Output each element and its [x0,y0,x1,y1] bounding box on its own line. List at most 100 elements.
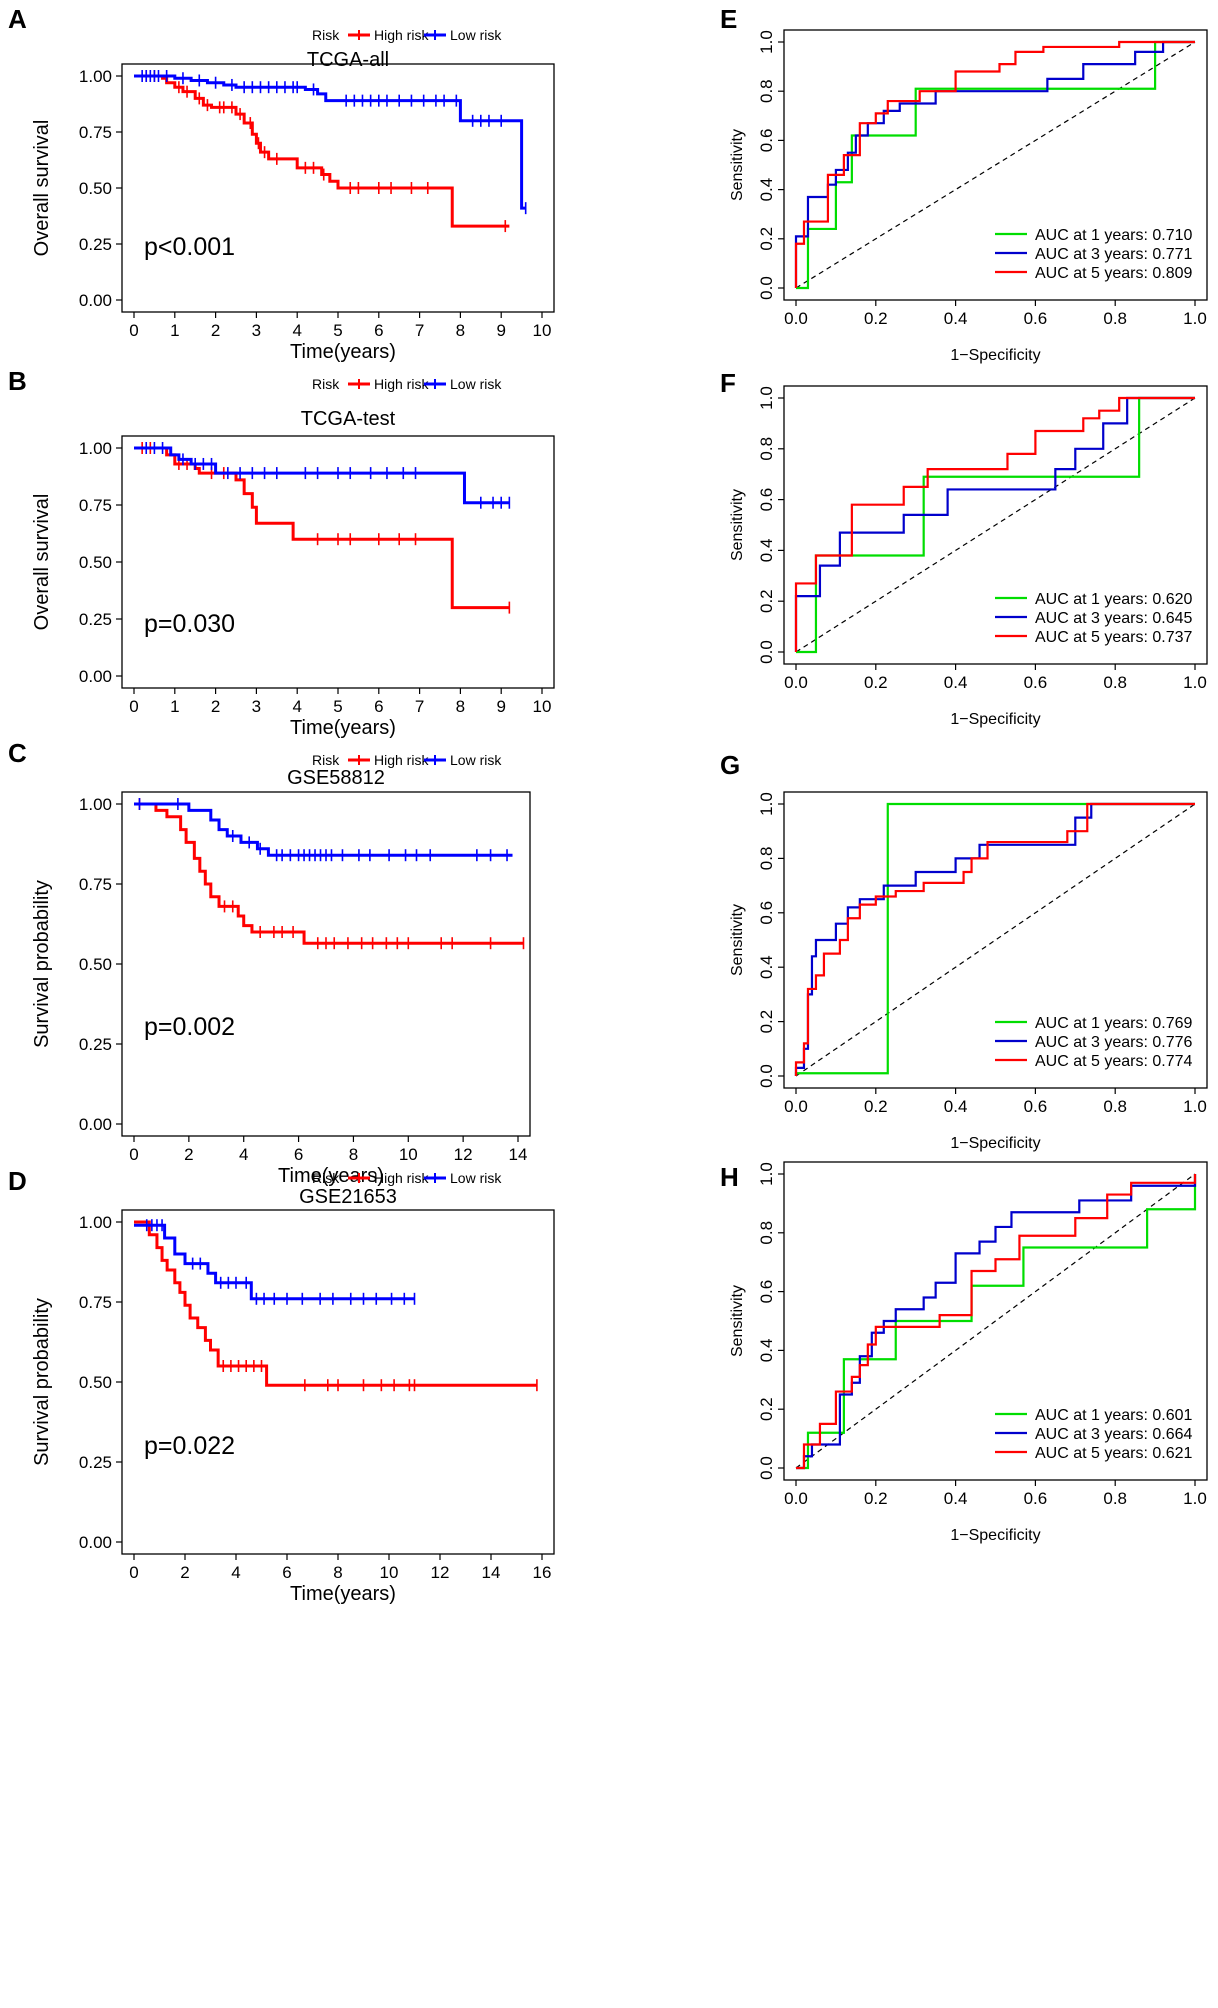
y-tick-label: 0.4 [757,1339,776,1363]
y-tick-label: 0.25 [79,610,112,629]
y-tick-label: 1.00 [79,67,112,86]
y-tick-label: 0.75 [79,496,112,515]
y-tick-label: 0.2 [757,1397,776,1421]
y-tick-label: 0.50 [79,1373,112,1392]
x-tick-label: 1 [170,697,179,716]
km-chart-B: B Risk High risk Low risk TCGA-test 0.00 0.25 0… [8,366,555,739]
survival-curve-high [134,802,524,945]
p-value: p=0.030 [144,610,235,638]
plot-title: TCGA-test [301,408,396,430]
y-tick-label: 0.50 [79,955,112,974]
legend-label: AUC at 3 years: 0.645 [1035,610,1193,627]
y-tick-label: 0.4 [757,955,776,979]
legend: Risk High risk Low risk [312,27,502,43]
legend: Risk High risk Low risk [312,1170,502,1186]
y-tick-label: 0.50 [79,553,112,572]
x-tick-label: 0.2 [864,309,888,328]
y-tick-label: 0.00 [79,667,112,686]
y-tick-label: 0.6 [757,1280,776,1304]
legend-label: AUC at 3 years: 0.771 [1035,246,1193,263]
legend: AUC at 1 years: 0.769 AUC at 3 years: 0.7… [995,1015,1193,1070]
survival-curve-low [134,74,526,210]
panel-D: D Risk High risk Low risk GSE21653 0.00 0.25 0.… [0,1150,600,2008]
x-tick-label: 4 [239,1145,248,1164]
y-tick-label: 0.4 [757,178,776,202]
x-tick-label: 0.8 [1103,673,1127,692]
roc-chart-F: F 0.0 0.2 0.4 0.6 0.8 1.0 0.0 0.2 0.4 0.6 0.8 1.0 1−S… [720,368,1208,728]
plot-title: TCGA-all [307,49,389,71]
x-axis-label: 1−Specificity [950,1527,1040,1544]
y-tick-label: 0.2 [757,589,776,613]
legend-label-low: Low risk [450,752,502,768]
y-tick-label: 1.00 [79,439,112,458]
y-tick-label: 1.00 [79,795,112,814]
x-tick-label: 6 [374,321,383,340]
panel-E: E 0.0 0.2 0.4 0.6 0.8 1.0 0.0 0.2 0.4 0.6 0.8 1.0 1−S… [700,0,1218,380]
panel-letter: E [720,4,737,34]
plot-title: GSE58812 [287,767,385,789]
legend: Risk High risk Low risk [312,376,502,392]
roc-curve-1y [796,396,1195,654]
x-axis-label: 1−Specificity [950,711,1040,728]
legend-label-high: High risk [374,1170,429,1186]
x-axis-label: 1−Specificity [950,347,1040,364]
roc-curve-5y [794,40,1195,288]
y-tick-label: 0.50 [79,179,112,198]
panel-letter: H [720,1162,739,1192]
plot-frame [783,29,1208,301]
x-tick-label: 10 [399,1145,418,1164]
x-tick-label: 2 [180,1563,189,1582]
x-tick-label: 0.8 [1103,309,1127,328]
legend: AUC at 1 years: 0.601 AUC at 3 years: 0.6… [995,1407,1193,1462]
x-tick-label: 1.0 [1183,1097,1207,1116]
p-value: p=0.022 [144,1432,235,1460]
y-tick-label: 1.0 [757,30,776,54]
y-tick-label: 1.00 [79,1213,112,1232]
legend-label-low: Low risk [450,27,502,43]
panel-G: G 0.0 0.2 0.4 0.6 0.8 1.0 0.0 0.2 0.4 0.6 0.8 1.0 1−S… [700,740,1218,1152]
y-tick-label: 0.00 [79,1115,112,1134]
x-tick-label: 14 [509,1145,528,1164]
roc-curve-3y [794,396,1195,652]
x-tick-label: 8 [456,321,465,340]
x-tick-label: 0.4 [944,309,968,328]
y-tick-label: 0.8 [757,79,776,103]
survival-curve-low [134,446,510,505]
legend-label: AUC at 1 years: 0.769 [1035,1015,1193,1032]
reference-diagonal [795,1173,1196,1469]
x-tick-label: 0.0 [784,1097,808,1116]
y-axis-label: Overall survival [31,120,53,257]
y-tick-label: 0.6 [757,901,776,925]
y-axis-label: Survival probability [31,1298,53,1466]
legend-label-high: High risk [374,27,429,43]
x-tick-label: 3 [252,321,261,340]
reference-diagonal [795,397,1196,653]
y-tick-label: 0.0 [757,276,776,300]
legend-label: AUC at 1 years: 0.710 [1035,227,1193,244]
x-axis-label: Time(years) [278,1165,384,1187]
panel-A: A Risk High risk Low risk TCGA-all 0.00 0.25 0.… [0,0,600,363]
roc-curve-5y [794,396,1195,652]
x-tick-label: 5 [333,321,342,340]
x-tick-label: 16 [533,1563,552,1582]
x-tick-label: 0.4 [944,1097,968,1116]
legend-label: AUC at 5 years: 0.809 [1035,265,1193,282]
y-tick-label: 0.6 [757,129,776,153]
x-tick-label: 0.0 [784,673,808,692]
x-tick-label: 0.6 [1024,1097,1048,1116]
x-tick-label: 0.6 [1024,673,1048,692]
panel-letter: G [720,750,740,780]
survival-curve-high [134,74,510,228]
x-tick-label: 1 [170,321,179,340]
x-tick-label: 5 [333,697,342,716]
x-tick-label: 1.0 [1183,309,1207,328]
p-value: p=0.002 [144,1013,235,1041]
y-tick-label: 0.75 [79,1293,112,1312]
y-tick-label: 0.75 [79,875,112,894]
legend: Risk High risk Low risk [312,752,502,768]
x-tick-label: 0.0 [784,309,808,328]
y-axis-label: Sensitivity [729,129,746,201]
y-tick-label: 0.75 [79,123,112,142]
x-tick-label: 10 [533,697,552,716]
x-axis-label: Time(years) [290,717,396,739]
